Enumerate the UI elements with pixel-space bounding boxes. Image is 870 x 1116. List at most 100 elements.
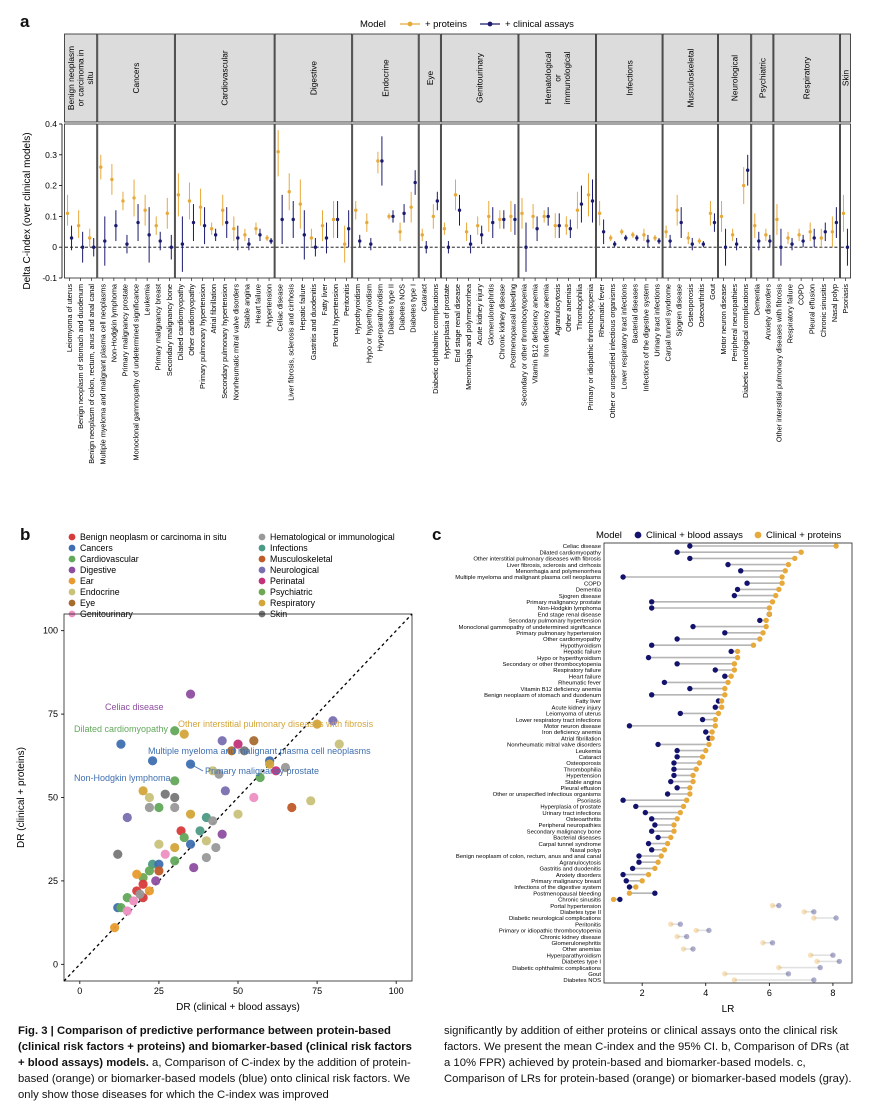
proteins-point [276, 150, 280, 154]
x-tick-label: Menorrhagia and polymenorrhea [464, 283, 473, 390]
annotation-nhl: Non-Hodgkin lymphoma [74, 773, 171, 783]
x-tick-label: Diabetic ophthalmic complications [431, 284, 440, 394]
identity-line [63, 613, 413, 982]
lr-blood-point [648, 642, 655, 648]
lr-blood-point [636, 859, 642, 865]
x-tick-label: Cataract [420, 284, 429, 312]
proteins-point [819, 236, 823, 240]
lr-row-label: Motor neuron disease [544, 724, 602, 730]
lr-blood-point [817, 964, 823, 971]
facet-header [662, 33, 718, 123]
x-tick-label: Diabetes type II [386, 284, 395, 335]
facet-header-line: Cancers [131, 63, 141, 94]
lr-blood-point [668, 778, 674, 785]
clinical-point [180, 242, 185, 246]
x-axis-label: LR [722, 1004, 735, 1015]
proteins-point [841, 211, 846, 216]
x-tick-label: Dilated cardiomyopathy [176, 284, 185, 361]
lr-row-label: Glomerulonephritis [552, 941, 601, 947]
proteins-point [99, 165, 103, 169]
panel-b-chart: Benign neoplasm or carcinoma in situCanc… [16, 532, 413, 1013]
lr-proteins-point [639, 878, 645, 884]
x-tick-label: Gastritis and duodenitis [309, 284, 318, 361]
annotation-dilated: Dilated cardiomyopathy [74, 724, 169, 734]
lr-blood-point [674, 661, 680, 667]
caption-left-bold: Fig. 3 | Comparison of predictive perfor… [18, 1025, 412, 1069]
dr-point [214, 769, 224, 779]
clinical-point [402, 211, 406, 216]
x-tick-label: Agranulocytosis [553, 284, 562, 336]
facet-header-line: immunological [562, 51, 572, 104]
lr-blood-point [674, 549, 680, 555]
lr-proteins-point [712, 716, 718, 723]
proteins-point [298, 202, 303, 206]
facet-header-line: Eye [425, 70, 435, 85]
proteins-point [764, 233, 768, 237]
annotation-leader [190, 763, 204, 772]
lr-blood-point [690, 946, 696, 952]
clinical-point [568, 227, 573, 231]
proteins-point [121, 199, 125, 203]
lr-row-label: Peritonitis [575, 922, 601, 928]
y-tick-label: 100 [43, 626, 58, 636]
clinical-point [745, 168, 750, 172]
lr-row-label: Dilated cardiomyopathy [539, 550, 601, 556]
dr-point [201, 852, 211, 863]
x-tick-label: 8 [830, 988, 835, 998]
proteins-point [309, 236, 314, 240]
facet-header [418, 33, 441, 123]
x-tick-label: Monoclonal gammopathy of undetermined si… [132, 284, 141, 460]
legend-marker-0 [407, 21, 413, 27]
lr-row-label: Other interstitial pulmonary diseases wi… [473, 557, 601, 563]
dr-point [135, 889, 145, 899]
facet-header-label: Neurological [730, 55, 740, 101]
x-tick-label: 2 [640, 988, 645, 998]
lr-proteins-point [722, 685, 728, 692]
clinical-point [302, 233, 307, 237]
legend-swatch [258, 566, 266, 574]
lr-row-label: Stable angina [565, 780, 602, 786]
x-tick-label: Peritonitis [342, 284, 351, 316]
lr-blood-point [652, 890, 658, 896]
clinical-point [668, 239, 672, 243]
legend-entry: Neurological [270, 565, 319, 575]
legend-label-1: + clinical assays [505, 19, 574, 30]
clinical-point [457, 208, 462, 212]
facet-header-line: Hematological [543, 52, 553, 105]
lr-row-label: Vitamin B12 deficiency anemia [521, 687, 602, 693]
dr-point [160, 789, 170, 799]
x-tick-label: Atrial fibrillation [209, 284, 218, 333]
legend-entry: Cancers [80, 543, 113, 553]
legend-entry: Ear [80, 576, 94, 586]
lr-proteins-point [674, 816, 680, 822]
facet-header-label: Infections [624, 60, 634, 96]
lr-proteins-point [683, 797, 690, 803]
clinical-point [236, 236, 240, 240]
clinical-point [80, 245, 85, 249]
clinical-point [491, 220, 495, 225]
dr-point [154, 866, 164, 876]
dr-point [170, 802, 180, 813]
legend-marker-1 [487, 21, 493, 27]
lr-proteins-point [687, 785, 693, 791]
x-tick-label: 6 [767, 988, 772, 998]
lr-blood-point [769, 940, 776, 946]
lr-row-label: Secondary pulmonary hypertension [508, 619, 601, 625]
x-tick-label: Celiac disease [276, 284, 285, 331]
annotation-celiac: Celiac disease [105, 702, 164, 712]
dr-point [287, 802, 297, 813]
dr-point [170, 792, 180, 803]
lr-proteins-point [706, 741, 712, 748]
x-tick-label: 0 [77, 986, 82, 996]
legend-swatch [68, 533, 76, 541]
lr-blood-point [652, 822, 658, 828]
facet-header-label: Benign neoplasmor carcinoma insitu [66, 46, 95, 110]
x-tick-label: 50 [233, 986, 243, 996]
lr-row-label: Anxiety disorders [556, 873, 601, 879]
proteins-point [808, 230, 812, 234]
panel-label-b: b [20, 525, 31, 544]
lr-blood-point [648, 847, 655, 853]
x-tick-label: Other anemias [564, 284, 573, 332]
lr-row-label: Hypo or hyperthyroidism [537, 656, 601, 662]
y-tick-label: 0.1 [45, 211, 57, 221]
